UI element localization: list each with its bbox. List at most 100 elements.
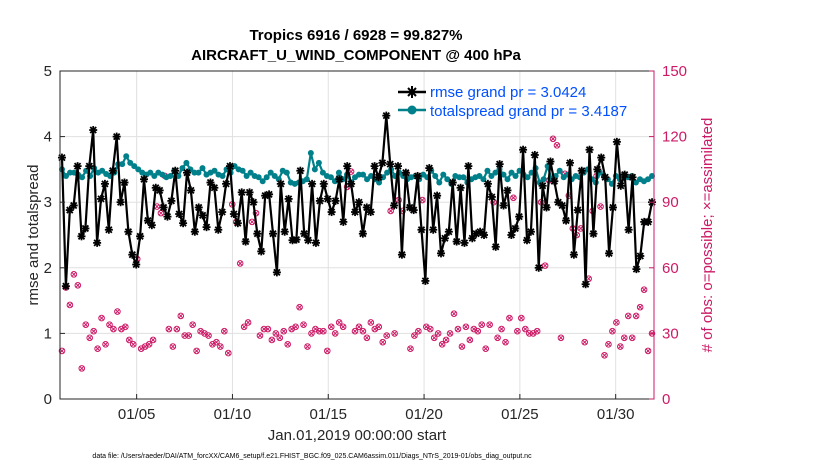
rmse-point xyxy=(507,231,516,239)
rmse-point xyxy=(612,137,621,146)
totalspread-point xyxy=(440,171,447,178)
rmse-point xyxy=(112,132,121,141)
obs-count-point xyxy=(494,334,501,342)
obs-count-point xyxy=(557,334,565,342)
obs-count-point xyxy=(597,203,604,210)
rmse-point xyxy=(382,111,391,120)
rmse-point xyxy=(206,178,215,187)
totalspread-point xyxy=(504,176,511,183)
rmse-point xyxy=(225,162,234,171)
rmse-point xyxy=(93,238,102,247)
x-axis-label: Jan.01,2019 00:00:00 start xyxy=(268,427,447,444)
totalspread-point xyxy=(360,171,367,178)
y-axis-label: rmse and totalspread xyxy=(25,165,42,306)
obs-count-point xyxy=(122,323,129,331)
obs-count-point xyxy=(478,321,486,328)
rmse-point xyxy=(237,188,246,197)
totalspread-point xyxy=(460,174,467,181)
rmse-series xyxy=(57,111,657,291)
rmse-point xyxy=(394,162,403,171)
obs-count-point xyxy=(466,336,474,344)
obs-count-point xyxy=(411,332,418,339)
totalspread-point xyxy=(315,159,322,166)
rmse-point xyxy=(546,157,555,166)
y-tick-label: 2 xyxy=(44,260,52,277)
legend-rmse-marker xyxy=(406,86,418,98)
rmse-point xyxy=(538,181,547,190)
rmse-point xyxy=(550,177,559,186)
rmse-point xyxy=(140,175,149,184)
rmse-point xyxy=(85,162,94,171)
rmse-point xyxy=(409,206,418,215)
rmse-point xyxy=(222,179,231,188)
x-tick-label: 01/10 xyxy=(214,406,252,423)
totalspread-point xyxy=(63,172,70,179)
obs-count-point xyxy=(256,332,264,339)
totalspread-point xyxy=(243,172,250,179)
rmse-point xyxy=(116,198,125,207)
x-tick-label: 01/05 xyxy=(118,406,156,423)
rmse-point xyxy=(331,196,340,205)
totalspread-point xyxy=(644,176,651,183)
legend: rmse grand pr = 3.0424 totalspread grand… xyxy=(398,84,627,120)
plot-area xyxy=(60,71,654,399)
obs-count-point xyxy=(193,347,200,355)
rmse-point xyxy=(636,251,645,260)
totalspread-point xyxy=(384,169,391,176)
obs-count-point xyxy=(129,341,137,348)
x-tick-label: 01/15 xyxy=(309,406,347,423)
obs-count-point xyxy=(126,336,133,344)
x-axis: 01/05 01/10 01/15 01/20 01/25 01/30 xyxy=(118,394,634,423)
obs-count-point xyxy=(145,341,153,348)
obs-count-point xyxy=(367,319,375,326)
totalspread-point xyxy=(271,172,278,179)
rmse-point xyxy=(413,171,422,180)
rmse-point xyxy=(304,236,313,245)
obs-count-point xyxy=(430,334,438,342)
obs-count-point xyxy=(296,303,303,311)
rmse-point xyxy=(104,225,113,234)
totalspread-point xyxy=(151,172,158,179)
rmse-point xyxy=(542,203,551,212)
rmse-point xyxy=(77,232,86,241)
rmse-point xyxy=(597,153,606,162)
obs-count-point xyxy=(205,332,212,339)
obs-count-point xyxy=(522,325,529,333)
obs-count-point xyxy=(185,332,192,339)
rmse-point xyxy=(97,194,106,203)
rmse-point xyxy=(229,210,238,219)
totalspread-point xyxy=(135,166,142,173)
rmse-point xyxy=(276,179,285,188)
rmse-point xyxy=(327,208,336,217)
obs-count-point xyxy=(304,343,311,350)
rmse-point xyxy=(265,190,274,199)
totalspread-point xyxy=(500,171,507,178)
rmse-point xyxy=(624,225,633,234)
rmse-point xyxy=(565,158,574,167)
rmse-point xyxy=(495,160,504,169)
obs-count-point xyxy=(331,330,339,337)
obs-count-point xyxy=(510,194,517,202)
obs-count-point xyxy=(640,286,648,293)
rmse-point xyxy=(390,201,399,210)
rmse-point xyxy=(132,260,141,269)
totalspread-point xyxy=(99,167,106,174)
totalspread-point xyxy=(648,172,655,179)
obs-count-point xyxy=(553,142,561,149)
totalspread-point xyxy=(632,179,639,186)
rmse-point xyxy=(194,203,203,212)
rmse-point xyxy=(429,225,438,234)
y-right-tick-label: 90 xyxy=(662,194,679,211)
rmse-point xyxy=(468,234,477,243)
totalspread-point xyxy=(488,172,495,179)
rmse-point xyxy=(339,217,348,226)
rmse-point xyxy=(198,211,207,220)
rmse-point xyxy=(460,238,469,247)
obs-count-point xyxy=(438,341,446,348)
obs-count-point xyxy=(276,334,284,342)
obs-count-point xyxy=(474,327,482,335)
obs-count-point xyxy=(581,338,589,346)
rmse-point xyxy=(319,179,328,188)
rmse-point xyxy=(311,238,320,247)
obs-count-point xyxy=(98,314,105,322)
